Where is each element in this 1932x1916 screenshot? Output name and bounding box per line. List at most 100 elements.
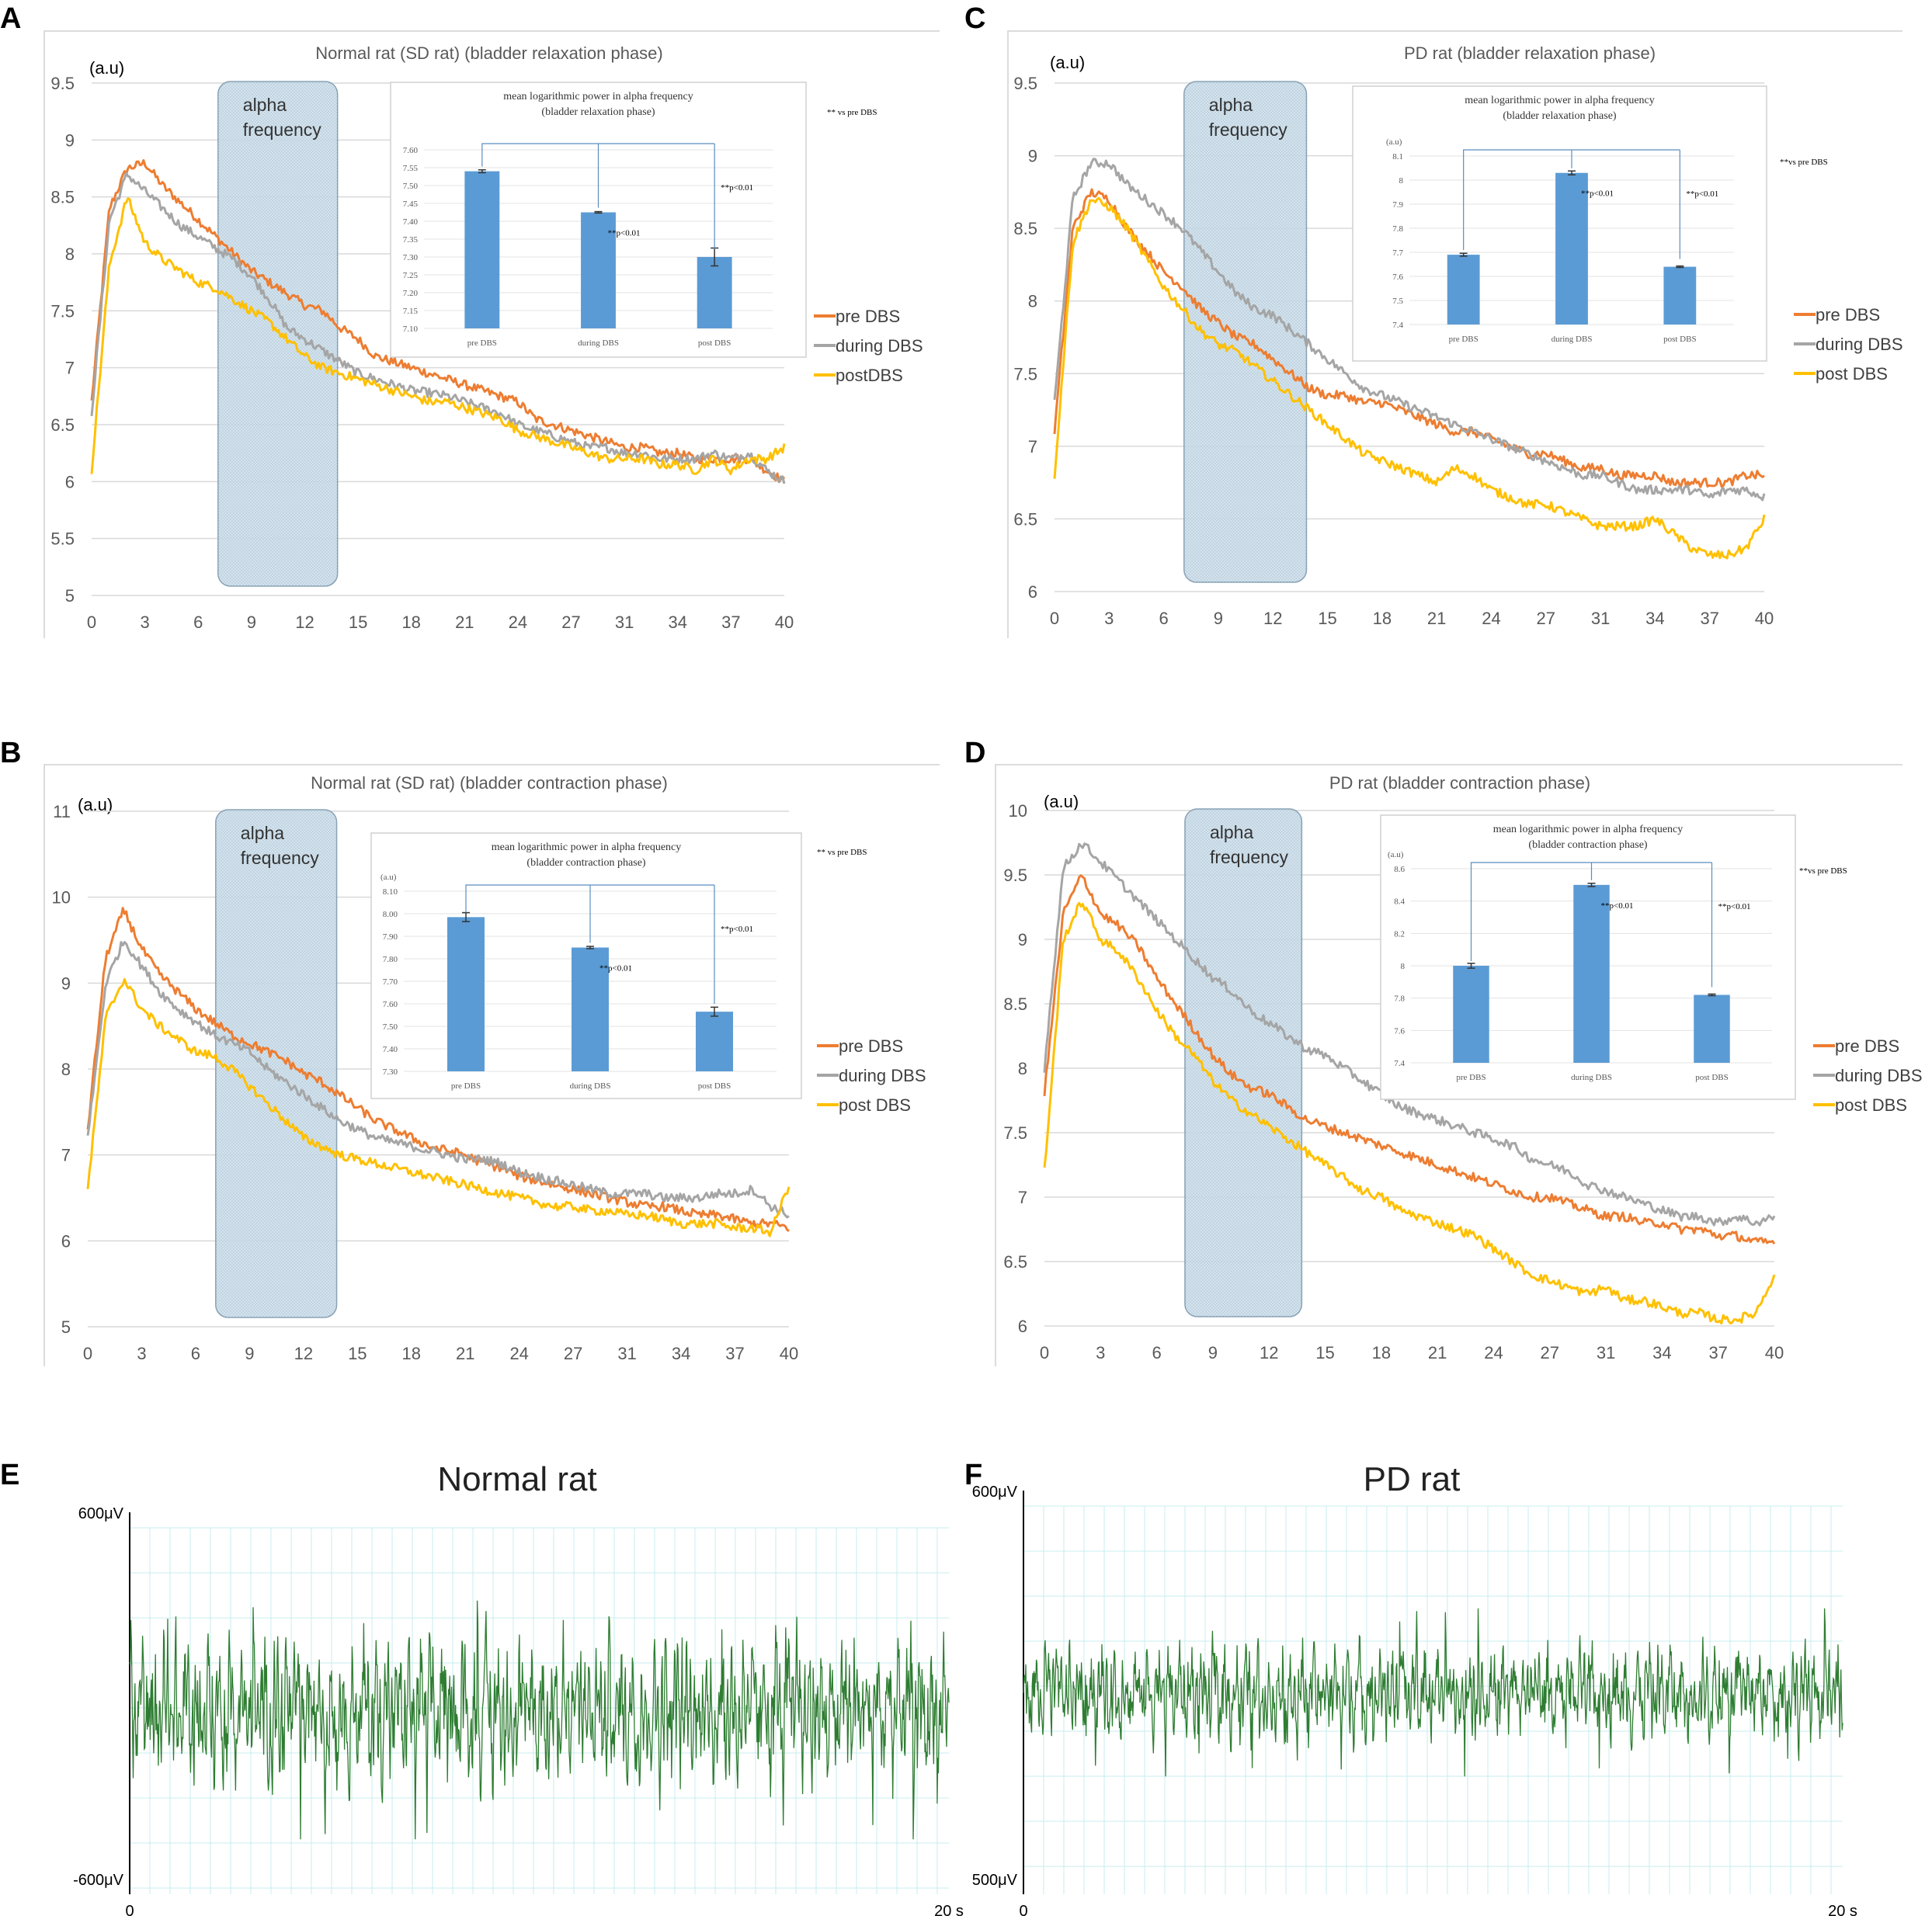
x-tick-label: 37 [725, 1344, 744, 1363]
y-tick-label: 9.5 [1013, 74, 1037, 93]
inset-title: mean logarithmic power in alpha frequenc… [503, 91, 693, 102]
inset-bar [697, 257, 732, 328]
x-tick-label: 12 [295, 613, 314, 632]
legend-label: pre DBS [836, 307, 900, 326]
x-tick-label: 24 [509, 1344, 528, 1363]
sig-label: **p<0.01 [1581, 189, 1614, 199]
x-tick-label: 15 [348, 1344, 367, 1363]
inset-title: mean logarithmic power in alpha frequenc… [1465, 95, 1655, 106]
inset-category: during DBS [578, 338, 619, 348]
inset-category: pre DBS [467, 338, 497, 348]
alpha-band [1184, 808, 1303, 1317]
x-tick-label: 12 [294, 1344, 313, 1363]
x-tick-label: 3 [1104, 609, 1114, 628]
x-tick-label: 18 [401, 613, 420, 632]
x-tick-label: 21 [456, 1344, 474, 1363]
y-tick-label: 6 [65, 472, 75, 491]
y-unit-label: (a.u) [89, 58, 124, 78]
y-tick-label: 6 [1028, 582, 1037, 602]
sig-label: **p<0.01 [599, 964, 632, 974]
inset-category: pre DBS [1456, 1073, 1485, 1082]
inset-bar [1453, 966, 1489, 1063]
series-line-0 [86, 907, 790, 1233]
inset-category: post DBS [698, 1081, 731, 1091]
x-tick-label: 37 [1700, 609, 1718, 628]
y-tick-label: 9.5 [1003, 866, 1027, 885]
x-tick-label: 9 [1214, 609, 1223, 628]
inset-title: (bladder relaxation phase) [541, 106, 655, 118]
inset-y-tick: 7.5 [1392, 297, 1403, 306]
inset-y-tick: 7.20 [403, 289, 419, 298]
panel-label: A [0, 2, 21, 35]
inset-title: mean logarithmic power in alpha frequenc… [1493, 824, 1684, 835]
sig-label: **p<0.01 [1601, 901, 1634, 911]
x-tick-label: 21 [1428, 1343, 1447, 1362]
chart-title: PD rat (bladder contraction phase) [1329, 773, 1590, 793]
eeg-x-end: 20 s [1828, 1903, 1857, 1916]
x-tick-label: 18 [1373, 609, 1392, 628]
alpha-band-label: frequency [243, 120, 322, 140]
inset-category: post DBS [1695, 1073, 1729, 1082]
y-tick-label: 8 [61, 1060, 71, 1079]
x-tick-label: 40 [775, 613, 794, 632]
alpha-band [215, 809, 338, 1318]
inset-y-tick: 7.45 [403, 200, 419, 209]
y-tick-label: 9 [1018, 930, 1027, 949]
panel-label: F [964, 1459, 982, 1491]
chart-title: Normal rat (SD rat) (bladder contraction… [311, 773, 668, 793]
x-tick-label: 34 [1645, 609, 1664, 628]
chart-title: PD rat (bladder relaxation phase) [1404, 43, 1656, 63]
inset-y-tick: 7.40 [383, 1045, 398, 1054]
inset-category: post DBS [1663, 335, 1697, 344]
legend-label: post DBS [1816, 364, 1888, 384]
alpha-band-label: alpha [1210, 822, 1253, 842]
inset-y-tick: 7.10 [403, 325, 419, 334]
inset-y-tick: 8.10 [383, 887, 398, 897]
y-tick-label: 8.5 [50, 188, 75, 207]
panel-A: A Normal rat (SD rat) (bladder relaxation… [0, 2, 940, 638]
sig-label: **p<0.01 [721, 183, 753, 193]
sig-label: **p<0.01 [1686, 189, 1718, 199]
sig-bracket [1463, 149, 1680, 251]
legend-label: pre DBS [1816, 305, 1880, 325]
panel-C: C PD rat (bladder relaxation phase) (a.u) 6… [964, 2, 1903, 638]
x-tick-label: 6 [1159, 609, 1168, 628]
panel-B: B Normal rat (SD rat) (bladder contractio… [0, 737, 940, 1366]
y-tick-label: 10 [1009, 801, 1027, 821]
inset-y-tick: 8.2 [1394, 929, 1405, 939]
inset-y-tick: 8 [1401, 962, 1406, 971]
sig-note: ** vs pre DBS [827, 108, 877, 117]
x-tick-label: 6 [193, 613, 203, 632]
eeg-trace [129, 1600, 950, 1840]
eeg-trace [1023, 1608, 1843, 1777]
series-line-1 [86, 941, 790, 1219]
inset-y-tick: 7.7 [1392, 248, 1403, 258]
eeg-title: Normal rat [437, 1460, 596, 1498]
chart-border [995, 764, 1902, 1366]
y-tick-label: 7.5 [50, 301, 75, 321]
inset-y-tick: 7.8 [1394, 994, 1405, 1004]
x-tick-label: 34 [669, 613, 687, 632]
y-tick-label: 6 [61, 1231, 71, 1251]
inset-y-tick: 7.4 [1394, 1059, 1405, 1068]
x-tick-label: 31 [615, 613, 634, 632]
y-tick-label: 5 [61, 1317, 71, 1337]
inset-y-tick: 8.4 [1394, 897, 1405, 907]
x-tick-label: 31 [1597, 1343, 1615, 1362]
x-tick-label: 6 [1152, 1343, 1161, 1362]
x-tick-label: 0 [1050, 609, 1059, 628]
x-tick-label: 24 [1484, 1343, 1503, 1362]
inset-y-tick: 7.30 [383, 1067, 398, 1077]
y-tick-label: 9 [1028, 147, 1037, 166]
inset-category: post DBS [698, 338, 731, 348]
x-tick-label: 9 [245, 1344, 254, 1363]
panel-label: B [0, 737, 21, 769]
inset-y-tick: 8.6 [1394, 865, 1405, 874]
chart-border [43, 764, 940, 1366]
inset-y-tick: 7.8 [1392, 224, 1403, 234]
x-tick-label: 9 [1208, 1343, 1218, 1362]
x-tick-label: 34 [1652, 1343, 1671, 1362]
panel-label: C [964, 2, 985, 35]
panel-F: F PD rat 600μV 500μV 0 20 s [964, 1459, 1857, 1916]
inset-bar [1447, 255, 1480, 325]
